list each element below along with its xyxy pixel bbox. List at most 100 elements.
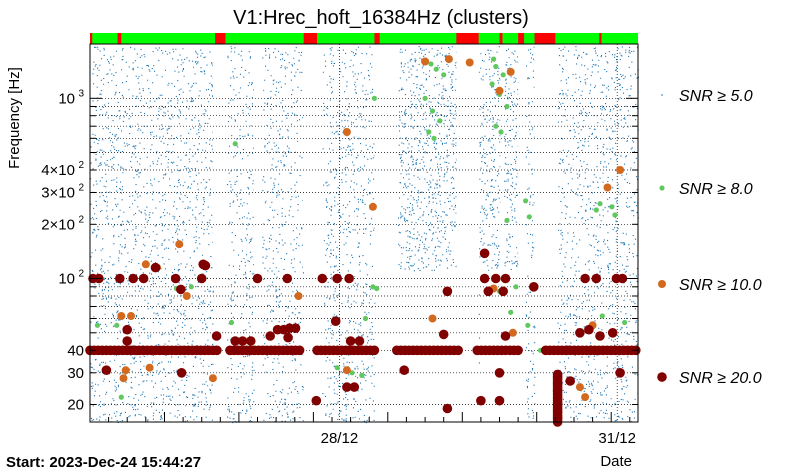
- snr-20-point-44: [479, 248, 490, 259]
- snr-10-points: [117, 55, 625, 402]
- snr-10-point-10: [182, 292, 191, 300]
- snr-8-point-31: [114, 322, 120, 328]
- snr-8-point-13: [431, 135, 437, 141]
- legend-marker-2: [658, 280, 666, 288]
- snr-8-point-8: [504, 103, 510, 110]
- snr-8-point-10: [429, 108, 436, 114]
- snr-20-point-40: [483, 286, 494, 297]
- snr-8-point-26: [188, 284, 194, 290]
- snr-20-point-29: [290, 323, 301, 334]
- chart-title: V1:Hrec_hoft_16384Hz (clusters): [233, 7, 529, 29]
- snr-20-point-24: [122, 336, 132, 346]
- y-tick-label-6: 4×10: [41, 162, 75, 179]
- snr-10-point-18: [508, 328, 517, 337]
- x-tick-label-0: 28/12: [321, 430, 359, 447]
- plot-area: [85, 43, 641, 427]
- segment-bar-off-6: [499, 33, 503, 44]
- snr-10-point-15: [117, 312, 126, 320]
- snr-10-point-26: [581, 393, 590, 402]
- snr-20-band-point-91: [513, 345, 523, 356]
- snr-20-point-53: [615, 368, 625, 378]
- snr-20-point-39: [442, 286, 453, 297]
- snr-20-point-11: [344, 273, 354, 284]
- snr-8-point-14: [493, 123, 499, 129]
- x-axis-label: Date: [600, 453, 632, 470]
- snr-10-point-8: [141, 260, 150, 269]
- snr-8-point-11: [437, 118, 443, 124]
- snr-10-point-14: [603, 183, 612, 192]
- y-tick-label-4: 2×10: [41, 216, 75, 233]
- snr-10-point-0: [421, 57, 430, 66]
- snr-20-point-12: [479, 273, 490, 284]
- snr-8-point-5: [500, 72, 506, 78]
- snr-20-point-37: [354, 336, 365, 346]
- y-tick-exponent-6: 2: [78, 160, 84, 171]
- y-tick-label-7: 10: [58, 90, 75, 107]
- snr-8-point-6: [489, 81, 495, 87]
- legend-marker-3: [657, 372, 667, 382]
- snr-8-point-38: [349, 370, 355, 376]
- snr-20-point-48: [607, 328, 618, 338]
- snr-8-point-32: [228, 319, 235, 326]
- y-tick-label-3: 10: [58, 271, 75, 288]
- snr-8-point-39: [359, 372, 365, 378]
- start-time-label: Start: 2023-Dec-24 15:44:27: [6, 454, 201, 471]
- segment-bar-off-5: [456, 33, 479, 44]
- data-gap-2: [302, 44, 323, 272]
- snr-10-point-1: [444, 55, 453, 64]
- snr-20-point-22: [176, 284, 186, 295]
- snr-10-point-6: [368, 202, 377, 211]
- snr-20-point-52: [494, 368, 505, 378]
- snr-20-point-43: [438, 329, 449, 340]
- plot-frame: [89, 43, 639, 423]
- data-gap-3: [374, 44, 398, 272]
- y-tick-label-2: 40: [67, 342, 84, 359]
- y-tick-exponent-7: 3: [78, 88, 84, 99]
- data-gap-5: [500, 44, 504, 272]
- snr-8-point-21: [597, 201, 603, 207]
- snr-8-point-20: [593, 207, 599, 213]
- snr-8-point-23: [612, 212, 618, 218]
- snr-8-point-36: [508, 309, 514, 315]
- segment-bar-off-3: [303, 33, 318, 44]
- snr-8-point-37: [334, 365, 340, 371]
- snr-20-point-33: [230, 336, 240, 346]
- y-tick-exponent-5: 2: [78, 183, 84, 194]
- snr-20-points: [85, 248, 641, 427]
- snr-8-point-24: [504, 217, 510, 223]
- data-gap-7: [534, 44, 558, 272]
- segment-bar-off-2: [215, 33, 226, 44]
- y-tick-exponent-4: 2: [78, 214, 84, 225]
- snr-20-point-23: [122, 324, 132, 335]
- snr-20-band-point-31: [212, 345, 222, 356]
- snr-20-point-55: [349, 382, 360, 392]
- segment-bar-on: [90, 33, 638, 44]
- snr-10-point-16: [127, 312, 135, 320]
- snr-20-point-7: [252, 273, 263, 284]
- snr-8-point-4: [493, 63, 499, 70]
- snr-20-point-15: [580, 273, 590, 284]
- snr-8-point-33: [362, 315, 369, 322]
- snr-20-point-59: [476, 395, 486, 406]
- snr-8-point-19: [523, 198, 529, 204]
- snr-10-point-17: [428, 314, 437, 323]
- snr-20-point-50: [176, 368, 187, 378]
- snr-10-point-4: [495, 86, 504, 95]
- snr-8-point-43: [513, 284, 519, 290]
- snr-8-point-0: [428, 61, 434, 67]
- snr-20-point-45: [500, 331, 511, 341]
- snr-8-point-2: [441, 72, 447, 78]
- snr-8-point-17: [232, 141, 238, 147]
- data-gap-0: [212, 44, 227, 272]
- segment-bar-off-8: [534, 33, 556, 44]
- snr-20-point-42: [529, 282, 539, 292]
- snr-20-point-30: [283, 332, 293, 343]
- legend-label-1: SNR ≥ 8.0: [679, 181, 753, 198]
- snr-20-point-14: [500, 273, 511, 284]
- snr-20-point-8: [282, 273, 293, 284]
- snr-20-point-32: [211, 331, 222, 341]
- snr-20-band-point-49: [294, 345, 305, 356]
- x-axis: 28/12 31/12: [89, 412, 636, 447]
- data-gap-1: [253, 44, 262, 272]
